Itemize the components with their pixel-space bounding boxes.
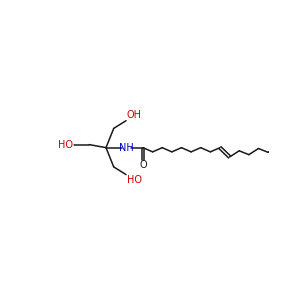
Text: O: O: [139, 160, 147, 170]
Text: OH: OH: [127, 110, 142, 120]
Text: NH: NH: [119, 143, 134, 153]
Text: HO: HO: [58, 140, 73, 150]
Text: HO: HO: [127, 176, 142, 185]
